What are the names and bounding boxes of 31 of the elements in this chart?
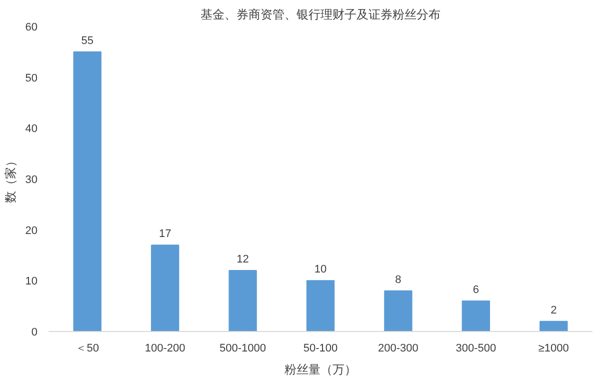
data-label: 55 bbox=[81, 34, 94, 47]
y-tick-label: 40 bbox=[25, 123, 38, 136]
y-tick-label: 10 bbox=[25, 276, 38, 288]
bar bbox=[150, 244, 180, 332]
x-tick-label: 300-500 bbox=[456, 342, 496, 354]
x-tick-label: ≥1000 bbox=[538, 342, 569, 354]
x-tick-label: 500-1000 bbox=[220, 342, 266, 354]
y-axis-title: 数（家） bbox=[3, 155, 18, 203]
bar bbox=[306, 280, 335, 332]
bar bbox=[73, 51, 102, 332]
bar bbox=[228, 270, 257, 332]
data-label: 10 bbox=[314, 264, 327, 276]
y-tick-label: 30 bbox=[25, 174, 38, 186]
y-tick-label: 50 bbox=[25, 72, 38, 84]
y-tick-label: 0 bbox=[31, 326, 38, 338]
x-tick-label: 50-100 bbox=[303, 342, 338, 354]
bar bbox=[462, 300, 490, 332]
chart-title: 基金、券商资管、银行理财子及证券粉丝分布 bbox=[200, 8, 440, 22]
y-tick-label: 60 bbox=[25, 22, 38, 34]
data-label: 6 bbox=[472, 284, 479, 296]
bar bbox=[384, 290, 412, 332]
data-label: 17 bbox=[158, 228, 172, 240]
bar bbox=[540, 320, 568, 332]
data-label: 2 bbox=[550, 304, 557, 316]
data-label: 8 bbox=[395, 274, 402, 286]
x-tick-label: ＜50 bbox=[76, 342, 99, 354]
x-tick-label: 200-300 bbox=[378, 342, 418, 354]
x-axis-title: 粉丝量（万） bbox=[284, 362, 356, 376]
y-tick-label: 20 bbox=[25, 224, 38, 237]
x-tick-label: 100-200 bbox=[144, 342, 186, 354]
data-label: 12 bbox=[236, 254, 249, 266]
